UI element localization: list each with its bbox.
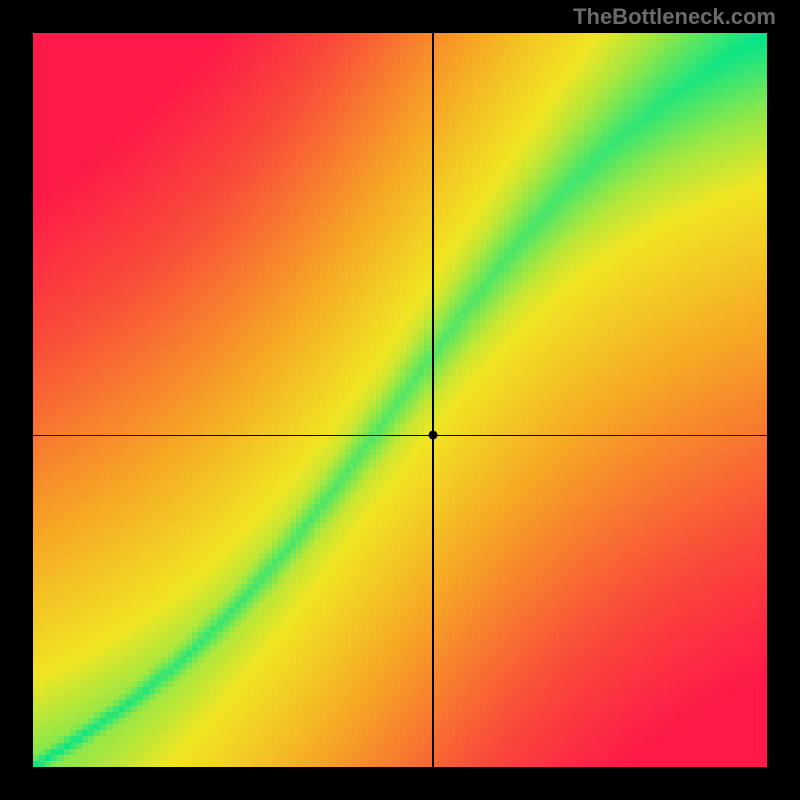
frame-left — [0, 0, 33, 800]
plot-area — [33, 33, 767, 767]
crosshair-vertical — [432, 33, 433, 767]
heatmap-canvas — [33, 33, 767, 767]
chart-container: TheBottleneck.com — [0, 0, 800, 800]
frame-right — [767, 0, 800, 800]
watermark-text: TheBottleneck.com — [573, 4, 776, 30]
crosshair-marker — [429, 431, 438, 440]
crosshair-horizontal — [33, 435, 767, 436]
frame-bottom — [0, 767, 800, 800]
